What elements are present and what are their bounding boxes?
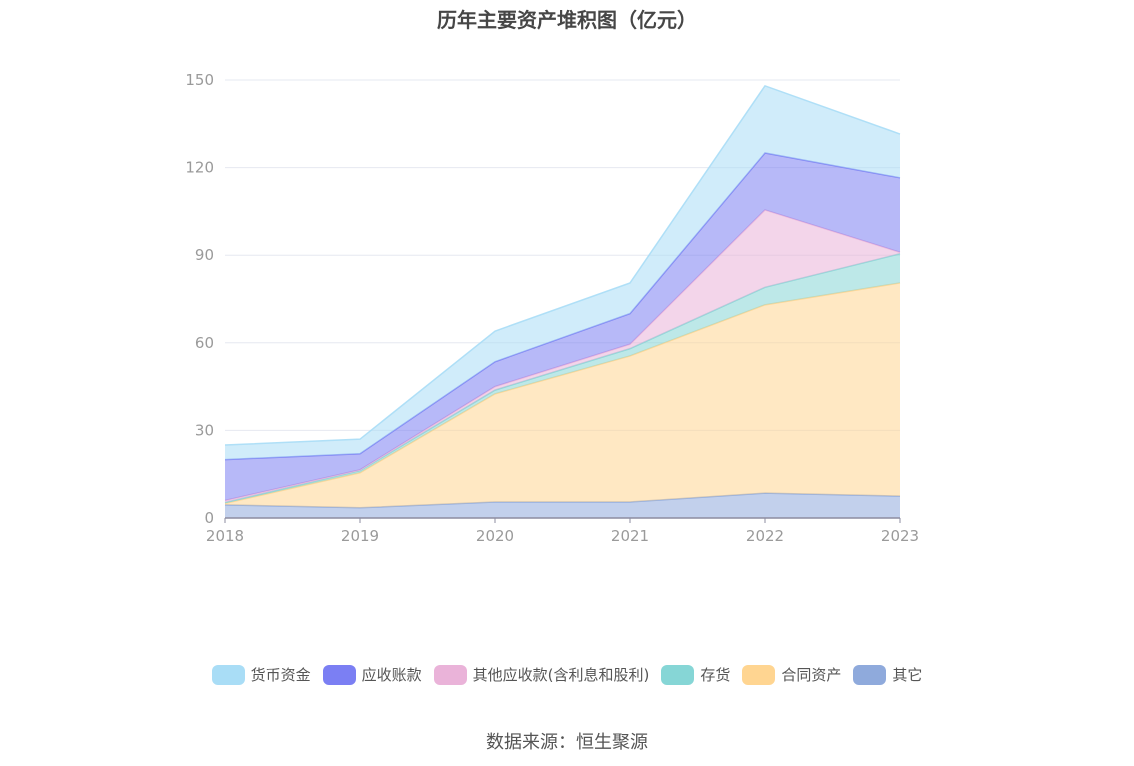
x-tick-label: 2021 <box>611 527 649 545</box>
x-tick-label: 2020 <box>476 527 514 545</box>
y-tick-label: 30 <box>195 421 214 439</box>
legend-swatch <box>742 664 776 685</box>
area-series-5[interactable] <box>225 85 900 460</box>
x-tick-label: 2022 <box>746 527 784 545</box>
legend-label: 合同资产 <box>781 666 842 684</box>
area-series-0[interactable] <box>225 493 900 518</box>
area-series-3[interactable] <box>225 209 900 503</box>
area-series-2[interactable] <box>225 253 900 504</box>
x-tick-label: 2023 <box>881 527 919 545</box>
legend-swatch <box>661 664 695 685</box>
legend-item[interactable]: 其他应收款(含利息和股利) <box>433 664 650 685</box>
legend-swatch <box>853 664 887 685</box>
y-tick-label: 60 <box>195 334 214 352</box>
legend-item[interactable]: 货币资金 <box>211 664 311 685</box>
legend-label: 应收账款 <box>361 666 422 684</box>
legend-label: 其它 <box>892 666 923 684</box>
area-edge-5 <box>224 84 901 446</box>
y-tick-label: 0 <box>204 509 214 527</box>
series-areas <box>224 84 901 518</box>
x-tick-label: 2018 <box>206 527 244 545</box>
legend-label: 货币资金 <box>250 666 311 684</box>
legend-item[interactable]: 应收账款 <box>322 664 422 685</box>
area-series-4[interactable] <box>225 153 900 501</box>
legend-item[interactable]: 合同资产 <box>742 664 841 685</box>
legend-label: 其他应收款(含利息和股利) <box>472 666 650 684</box>
y-tick-label: 90 <box>195 246 214 264</box>
legend-item[interactable]: 存货 <box>661 664 730 685</box>
area-series-1[interactable] <box>225 282 900 508</box>
y-tick-label: 120 <box>185 159 214 177</box>
axes: 0 30 60 90 120 150 2018 2019 2020 2021 2022 2023 <box>185 71 919 545</box>
legend-swatch <box>211 664 245 685</box>
chart-title: 历年主要资产堆积图（亿元） <box>437 8 697 32</box>
y-tick-label: 150 <box>185 71 214 89</box>
legend-label: 存货 <box>700 666 731 684</box>
data-source: 数据来源：恒生聚源 <box>486 732 648 753</box>
legend-swatch <box>433 664 467 685</box>
legend-item[interactable]: 其它 <box>853 664 922 685</box>
x-tick-label: 2019 <box>341 527 379 545</box>
legend: 货币资金 应收账款 其他应收款(含利息和股利) 存货 合同资产 其它 <box>0 664 1134 685</box>
legend-swatch <box>322 664 356 685</box>
area-edge-1 <box>224 282 901 505</box>
